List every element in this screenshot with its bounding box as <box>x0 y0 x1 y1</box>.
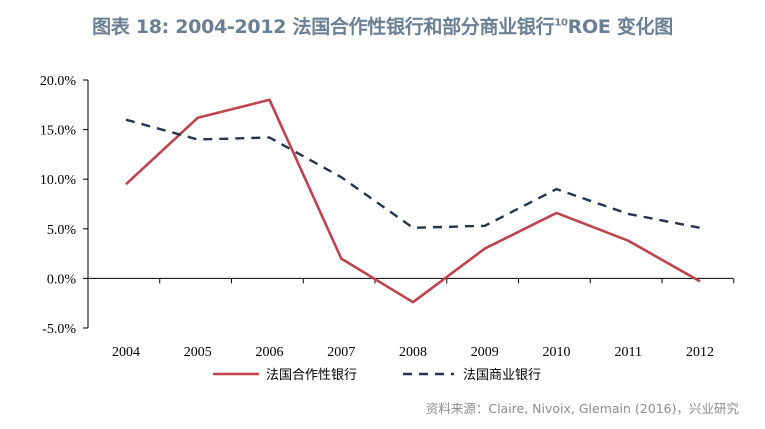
chart-title-main: 图表 18: 2004-2012 法国合作性银行和部分商业银行 <box>92 16 555 38</box>
series-line-commercial-banks <box>125 118 701 230</box>
legend-label-commercial-banks: 法国商业银行 <box>463 368 541 383</box>
y-tick-label: -5.0% <box>42 322 76 337</box>
source-note: 资料来源：Claire, Nivoix, Glemain (2016)，兴业研究 <box>425 401 739 416</box>
x-tick-label: 2006 <box>256 345 284 360</box>
chart-title: 图表 18: 2004-2012 法国合作性银行和部分商业银行10ROE 变化图 <box>0 12 765 39</box>
x-tick-label: 2008 <box>399 345 427 360</box>
y-tick-label: 0.0% <box>47 272 77 287</box>
y-tick-label: 15.0% <box>40 124 77 139</box>
x-tick-label: 2004 <box>112 345 140 360</box>
x-tick-label: 2012 <box>686 345 714 360</box>
x-tick-label: 2010 <box>543 345 571 360</box>
legend-label-cooperative-banks: 法国合作性银行 <box>266 368 357 383</box>
y-tick-label: 20.0% <box>40 74 77 89</box>
chart-axes: 20.0% 15.0% 10.0% 5.0% 0.0% -5.0% 2004 2005 2006… <box>40 74 735 360</box>
x-tick-label: 2007 <box>327 345 355 360</box>
x-tick-label: 2009 <box>471 345 499 360</box>
series-line-cooperative-banks <box>125 98 701 304</box>
x-tick-label: 2005 <box>184 345 212 360</box>
y-tick-label: 10.0% <box>40 173 77 188</box>
y-tick-label: 5.0% <box>47 223 77 238</box>
chart-title-superscript: 10 <box>554 17 568 29</box>
chart-title-suffix: ROE 变化图 <box>567 16 674 38</box>
x-tick-label: 2011 <box>615 345 642 360</box>
chart-series <box>125 98 701 304</box>
chart-legend: 法国合作性银行 法国商业银行 <box>213 368 541 383</box>
